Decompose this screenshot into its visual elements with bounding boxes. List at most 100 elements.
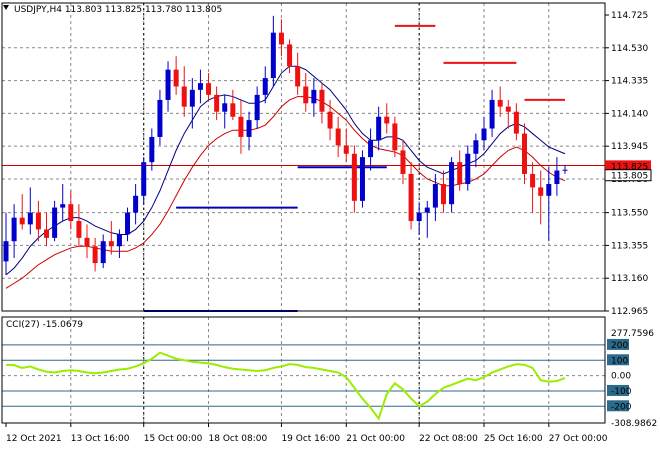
cci-line bbox=[5, 351, 566, 421]
x-tick-label: 25 Oct 16:00 bbox=[484, 434, 543, 444]
candle-body bbox=[319, 89, 325, 112]
cci-grid bbox=[2, 317, 605, 423]
candle-body bbox=[408, 173, 414, 222]
candle-body bbox=[206, 83, 212, 95]
candle-body bbox=[254, 94, 260, 121]
cci-tick-label: 200 bbox=[611, 341, 628, 351]
candle-body bbox=[513, 111, 519, 134]
candle-body bbox=[311, 89, 317, 104]
axes: 114.725114.530114.335114.140113.945113.7… bbox=[1, 2, 657, 444]
candle-body bbox=[76, 221, 82, 238]
y-tick-label: 114.725 bbox=[611, 11, 648, 21]
candle-body bbox=[165, 69, 171, 100]
candle-body bbox=[521, 133, 527, 174]
candle-body bbox=[52, 207, 58, 238]
candle-body bbox=[432, 184, 438, 208]
x-tick-label: 22 Oct 08:00 bbox=[419, 434, 478, 444]
candle-body bbox=[262, 78, 268, 95]
candle-body bbox=[343, 145, 349, 154]
candle-body bbox=[27, 212, 33, 225]
x-tick-label: 19 Oct 16:00 bbox=[281, 434, 340, 444]
candle-body bbox=[554, 170, 560, 185]
y-tick-label: 113.945 bbox=[611, 142, 648, 152]
x-tick-label: 12 Oct 2021 bbox=[6, 434, 62, 444]
candle-body bbox=[416, 212, 422, 222]
candle-body bbox=[376, 116, 382, 141]
x-tick-label: 27 Oct 00:00 bbox=[549, 434, 608, 444]
candle-body bbox=[368, 140, 374, 158]
candle-body bbox=[327, 111, 333, 129]
moving-average-line bbox=[5, 96, 566, 289]
cci-tick-label: -308.9862 bbox=[611, 419, 657, 429]
candle-body bbox=[335, 128, 341, 146]
candle-body bbox=[270, 32, 276, 79]
candle-body bbox=[449, 162, 455, 205]
y-tick-label: 114.530 bbox=[611, 44, 648, 54]
y-tick-label: 114.140 bbox=[611, 109, 648, 119]
candle-body bbox=[68, 204, 74, 222]
y-tick-label: 113.355 bbox=[611, 241, 648, 251]
x-tick-label: 15 Oct 00:00 bbox=[144, 434, 203, 444]
candle-body bbox=[19, 217, 25, 225]
candle-body bbox=[3, 241, 9, 262]
candle-body bbox=[481, 128, 487, 141]
y-tick-label: 113.550 bbox=[611, 209, 648, 219]
candle-body bbox=[214, 94, 220, 112]
candle-body bbox=[546, 184, 552, 196]
candle-body bbox=[295, 66, 301, 87]
candle-body bbox=[222, 103, 228, 112]
candle-body bbox=[489, 99, 495, 129]
x-tick-label: 18 Oct 08:00 bbox=[209, 434, 268, 444]
current-price-box bbox=[604, 169, 652, 182]
cci-level-box bbox=[607, 384, 629, 396]
candle-body bbox=[457, 162, 463, 185]
candle-body bbox=[108, 241, 114, 247]
cci-tick-label: -100 bbox=[611, 387, 632, 397]
ask-price-label: 113.825 bbox=[611, 162, 648, 172]
candle-body bbox=[100, 241, 106, 264]
x-tick-label: 21 Oct 00:00 bbox=[346, 434, 405, 444]
candle-body bbox=[473, 140, 479, 154]
cci-level-box bbox=[607, 400, 629, 412]
candle-body bbox=[303, 86, 309, 104]
cci-tick-label: -200 bbox=[611, 402, 632, 412]
candle-body bbox=[400, 150, 406, 174]
candle-body bbox=[157, 99, 163, 137]
current-price-label: 113.805 bbox=[611, 172, 648, 182]
candle-body bbox=[149, 136, 155, 163]
y-tick-label: 114.335 bbox=[611, 77, 648, 87]
candle-body bbox=[359, 157, 365, 201]
candle-body bbox=[84, 237, 90, 247]
candle-body bbox=[197, 83, 203, 90]
cci-series bbox=[5, 351, 566, 421]
y-tick-label: 113.160 bbox=[611, 274, 648, 284]
candle-body bbox=[189, 89, 195, 107]
ask-price-box bbox=[605, 160, 651, 172]
cci-tick-label: 277.7596 bbox=[611, 329, 654, 339]
candle-body bbox=[44, 229, 50, 238]
candle-body bbox=[278, 32, 284, 45]
candle-body bbox=[287, 44, 293, 67]
main-frame bbox=[1, 2, 606, 312]
chevron-down-icon[interactable] bbox=[3, 5, 9, 10]
indicator-header: CCI(27) -15.0679 bbox=[6, 320, 83, 330]
candle-body bbox=[562, 169, 568, 171]
candle-body bbox=[497, 99, 503, 107]
candle-body bbox=[351, 153, 357, 201]
cci-level-box bbox=[607, 338, 629, 350]
candle-body bbox=[35, 212, 41, 230]
cci-tick-label: 0.00 bbox=[611, 372, 631, 382]
candle-body bbox=[384, 116, 390, 124]
cci-frame bbox=[1, 316, 606, 424]
cci-tick-label: 100 bbox=[611, 356, 628, 366]
candle-body bbox=[181, 86, 187, 107]
candle-body bbox=[141, 162, 147, 196]
cci-level-box bbox=[607, 354, 629, 366]
candle-body bbox=[125, 212, 131, 235]
candle-body bbox=[173, 69, 179, 87]
candle-body bbox=[92, 246, 98, 264]
candle-body bbox=[246, 120, 252, 137]
candle-body bbox=[133, 195, 139, 213]
